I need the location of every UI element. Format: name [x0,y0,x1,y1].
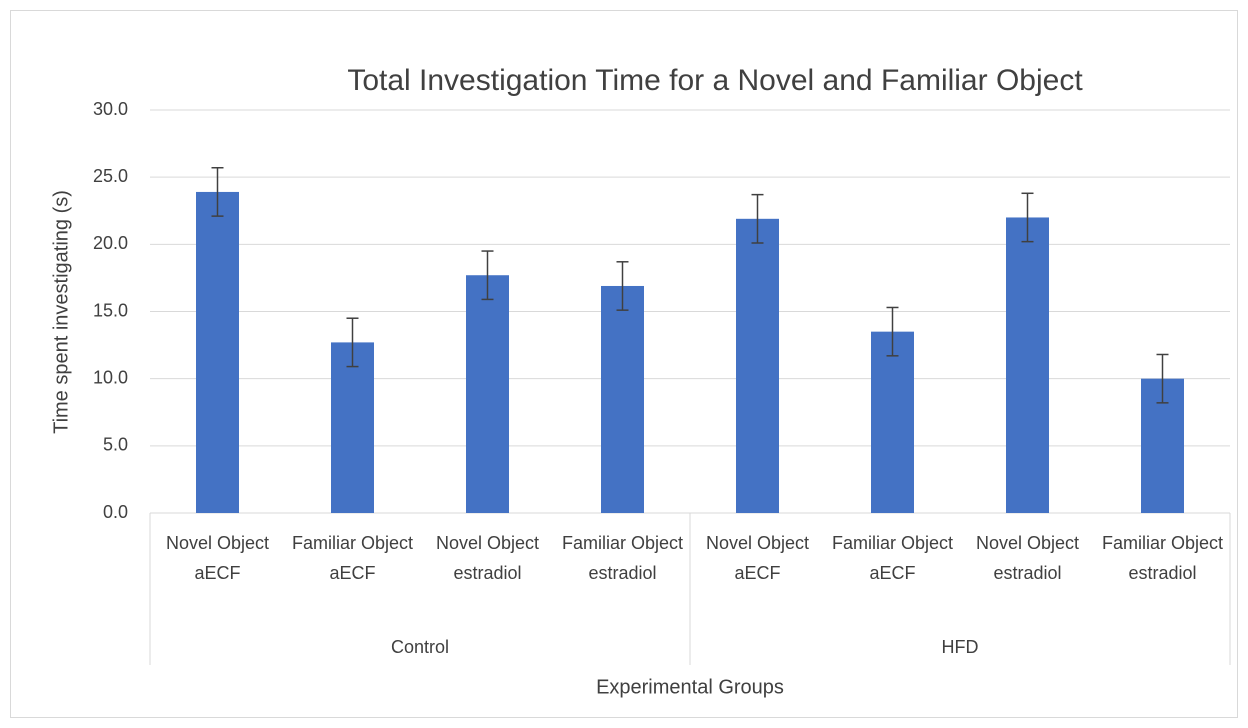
bar [196,191,239,513]
bar [466,275,509,513]
x-tick-label: Familiar Object estradiol [561,533,684,583]
y-tick-label: 15.0 [93,300,128,320]
x-tick-label: Novel Object aECF [705,533,810,583]
bar [331,342,374,513]
x-tick-label: Novel Object estradiol [975,533,1080,583]
bar [871,331,914,513]
x-tick-label: Familiar Object aECF [291,533,414,583]
bar [736,218,779,513]
y-tick-label: 5.0 [103,435,128,455]
error-bar [211,167,224,217]
x-tick-label: Novel Object aECF [165,533,270,583]
error-bar [886,306,899,357]
x-axis-title: Experimental Groups [596,676,784,698]
y-tick-label: 10.0 [93,367,128,387]
x-tick-label: Familiar Object estradiol [1101,533,1224,583]
error-bar [481,250,494,301]
bar [601,285,644,513]
error-bar [1021,192,1034,243]
chart-title: Total Investigation Time for a Novel and… [347,64,1083,97]
error-bar [1156,353,1169,404]
y-axis-title: Time spent investigating (s) [50,190,72,434]
error-bar [346,317,359,368]
x-tick-label: Novel Object estradiol [435,533,540,583]
error-bar [751,193,764,244]
y-tick-label: 30.0 [93,99,128,119]
y-tick-label: 0.0 [103,502,128,522]
error-bar [616,261,629,311]
y-tick-label: 20.0 [93,233,128,253]
y-tick-label: 25.0 [93,166,128,186]
group-label: Control [391,637,449,657]
bar [1006,217,1049,513]
group-label: HFD [942,637,979,657]
x-tick-label: Familiar Object aECF [831,533,954,583]
